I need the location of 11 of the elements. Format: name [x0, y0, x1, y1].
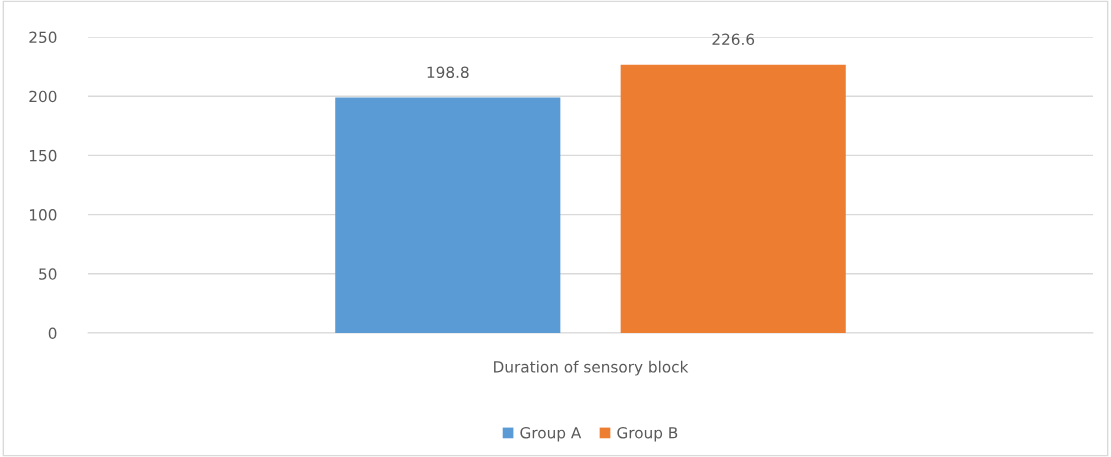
data-label: 226.6: [712, 33, 755, 46]
y-tick-label: 250: [29, 31, 57, 44]
y-tick-label: 50: [39, 268, 57, 280]
y-tick-label: 0: [48, 327, 57, 340]
legend-label: Group B: [617, 426, 678, 442]
y-tick-label: 150: [29, 149, 57, 162]
legend-label: Group A: [520, 426, 582, 442]
y-tick-label: 200: [29, 90, 57, 103]
y-tick-label: 100: [29, 209, 57, 221]
data-label: 198.8: [427, 66, 469, 78]
x-tick-label: Duration of sensory block: [494, 360, 689, 376]
